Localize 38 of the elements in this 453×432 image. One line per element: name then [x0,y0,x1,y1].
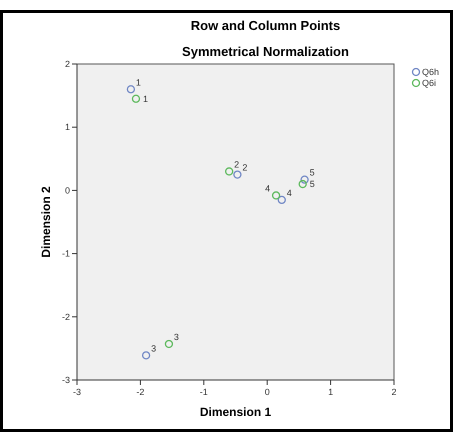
x-tick-label: 1 [328,387,334,397]
x-tick-label: -3 [72,387,82,397]
annotation: 4 [265,183,270,194]
y-axis-title: Dimension 2 [39,186,53,258]
point [272,191,280,200]
x-axis-title: Dimension 1 [200,405,272,419]
point [233,170,242,179]
point [278,196,286,204]
y-tick-label: -2 [62,312,70,322]
legend-label: Q6h [422,67,440,77]
annotation: 1 [136,77,141,88]
point [225,167,234,176]
point [300,176,309,184]
legend-label: Q6i [422,78,436,88]
annotation: 2 [242,162,248,173]
chart-subtitle: Symmetrical Normalization [182,44,349,59]
point [298,180,307,188]
annotation: 1 [142,94,148,104]
annotation: 2 [234,159,240,170]
annotation: 3 [174,332,179,342]
x-tick-label: 0 [264,387,270,397]
annotation: 4 [286,188,292,198]
chart-title: Row and Column Points [190,18,340,33]
x-tick-label: 2 [391,387,397,397]
point [142,351,150,360]
annotation: 3 [151,343,156,354]
y-tick-label: 1 [64,122,70,132]
annotation: 5 [310,168,315,178]
point [132,94,140,103]
x-tick-label: -1 [200,387,208,397]
y-tick-label: 2 [64,59,70,69]
y-tick-label: 0 [64,185,70,196]
point [126,85,136,94]
y-tick-label: -3 [62,375,70,385]
y-tick-label: -1 [62,248,70,259]
annotation: 5 [310,179,315,190]
x-tick-label: -2 [136,387,144,397]
point [164,340,174,348]
